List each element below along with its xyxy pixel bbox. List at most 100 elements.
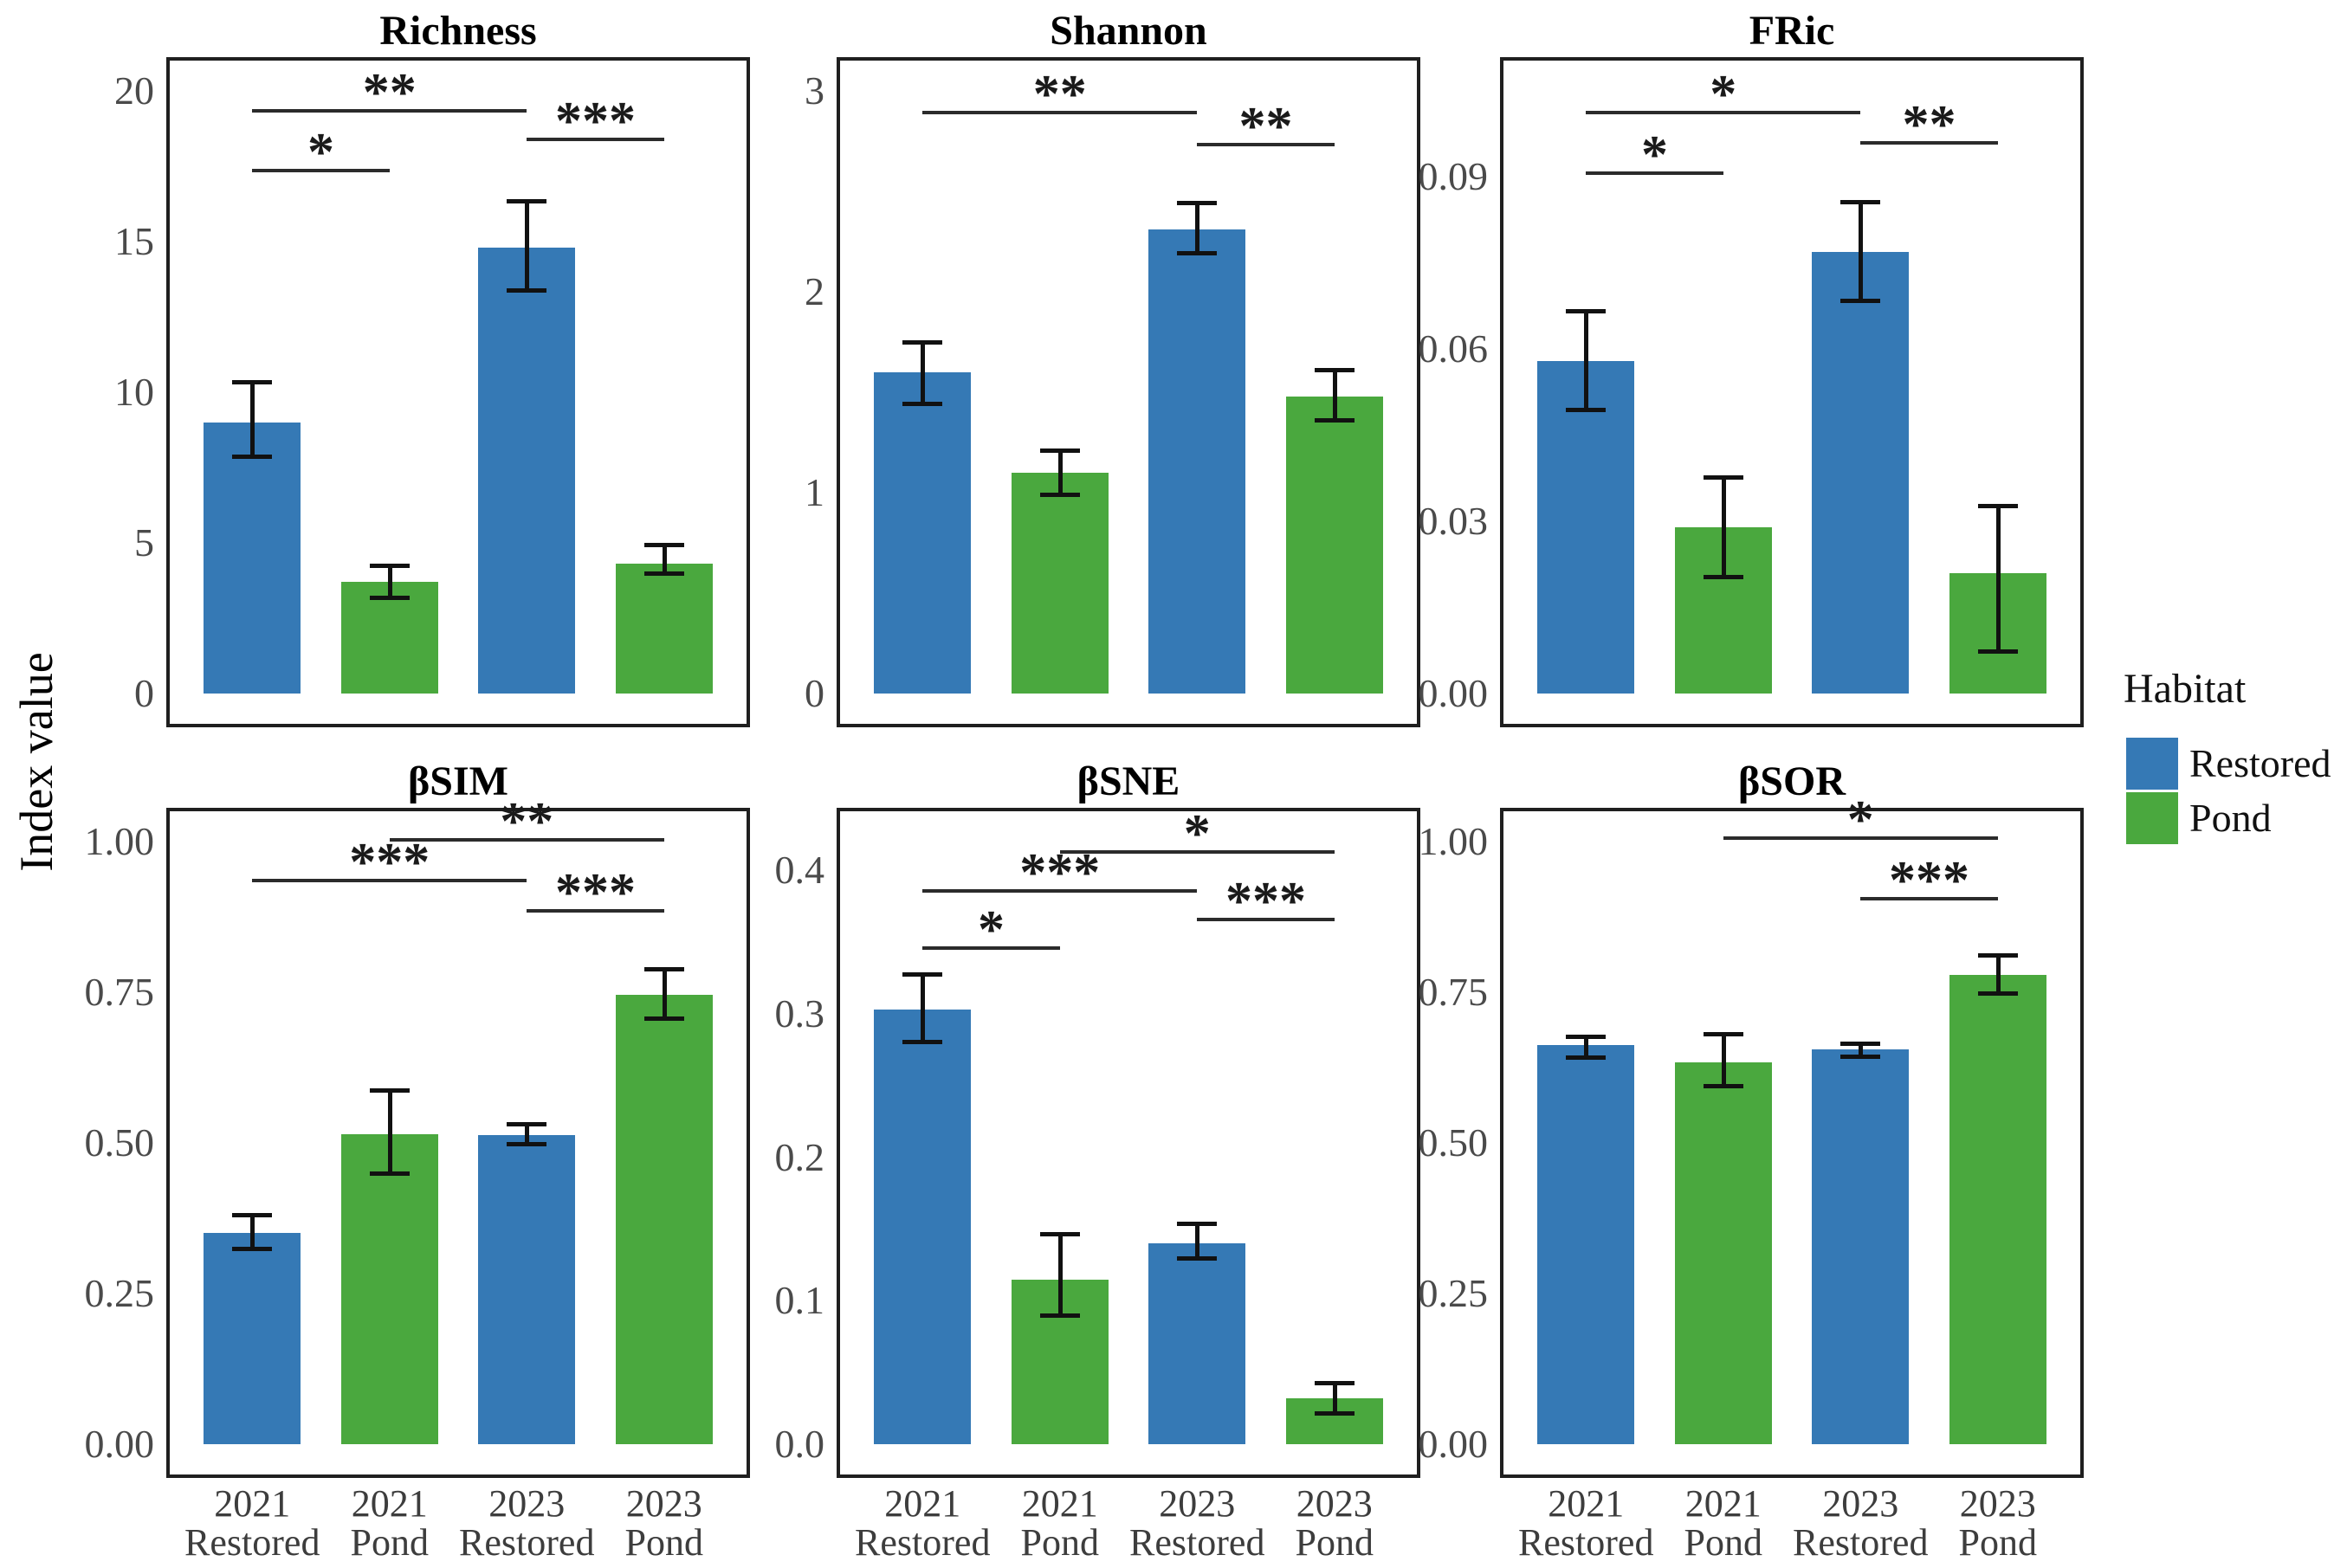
sig-bracket-line (252, 108, 527, 113)
x-axis-label: 2021 Restored (855, 1482, 991, 1564)
error-cap-top (507, 199, 547, 204)
bar-2023-restored (1148, 229, 1246, 694)
sig-label: ** (1902, 95, 1956, 155)
x-axis-label: 2023 Restored (1793, 1482, 1929, 1564)
error-bar (250, 1212, 255, 1251)
sig-label: ** (500, 792, 554, 852)
y-tick-label: 0.2 (774, 1134, 825, 1179)
bar-2023-restored (1148, 1243, 1246, 1445)
sig-label: * (977, 900, 1005, 959)
sig-bracket-line (1860, 141, 1998, 145)
panel-title-betasor: βSOR (1738, 758, 1846, 804)
sig-bracket-line (252, 169, 390, 173)
sig-bracket-line (1059, 849, 1335, 854)
error-cap-bottom (1703, 1084, 1743, 1089)
sig-bracket-line (527, 137, 664, 141)
error-cap-top (902, 971, 943, 977)
error-cap-top (902, 339, 943, 345)
error-bar (1332, 368, 1337, 423)
error-cap-top (1840, 1042, 1881, 1046)
sig-bracket-line (1197, 917, 1335, 921)
error-cap-bottom (232, 1246, 273, 1251)
y-tick-label: 3 (805, 68, 824, 113)
error-cap-top (1840, 199, 1881, 204)
error-bar (1859, 1042, 1864, 1060)
sig-label: * (1846, 790, 1874, 850)
bar-2021-pond (1674, 1062, 1772, 1445)
error-cap-bottom (1314, 1411, 1355, 1416)
y-tick-label: 1 (805, 470, 824, 515)
bar-2023-pond (615, 994, 713, 1445)
y-tick-label: 0.75 (84, 969, 155, 1014)
error-cap-top (369, 564, 410, 569)
error-cap-top (1566, 308, 1607, 313)
y-tick-label: 0.1 (774, 1278, 825, 1323)
x-axis-label: 2023 Pond (624, 1482, 703, 1564)
error-cap-bottom (1840, 299, 1881, 304)
y-tick-label: 0 (134, 671, 154, 716)
y-tick-label: 0.09 (1418, 154, 1489, 199)
error-cap-bottom (1703, 574, 1743, 579)
y-tick-label: 0.25 (84, 1271, 155, 1316)
x-axis-label: 2021 Restored (184, 1482, 320, 1564)
error-cap-bottom (902, 1039, 943, 1044)
error-bar (1721, 1031, 1726, 1089)
sig-bracket-line (1723, 836, 1998, 841)
y-tick-label: 15 (114, 218, 154, 263)
error-cap-top (1703, 1031, 1743, 1036)
sig-label: * (1640, 125, 1668, 184)
error-bar (525, 1121, 530, 1147)
sig-label: ** (1238, 97, 1293, 157)
bar-2023-restored (478, 247, 576, 694)
error-bar (921, 339, 926, 407)
legend-label-pond: Pond (2189, 796, 2272, 840)
bar-2023-pond (615, 564, 713, 694)
panel-title-fric: FRic (1749, 8, 1835, 54)
error-bar (1057, 1231, 1063, 1319)
error-cap-bottom (1977, 648, 2018, 654)
y-tick-label: 2 (805, 268, 824, 313)
error-cap-bottom (369, 596, 410, 601)
error-cap-bottom (902, 402, 943, 407)
y-tick-label: 0.25 (1418, 1271, 1489, 1316)
sig-bracket-line (922, 945, 1060, 950)
sig-label: * (1183, 803, 1211, 863)
y-tick-label: 20 (114, 68, 154, 113)
error-cap-bottom (643, 1016, 684, 1022)
error-cap-bottom (1039, 492, 1080, 497)
sig-label: *** (555, 91, 636, 151)
y-tick-label: 0.3 (774, 990, 825, 1036)
error-cap-bottom (1177, 1255, 1218, 1261)
error-bar (1584, 1034, 1589, 1060)
panel-title-betasne: βSNE (1077, 758, 1180, 804)
sig-label: * (307, 123, 334, 183)
x-axis-label: 2023 Restored (459, 1482, 595, 1564)
sig-bracket-line (527, 908, 664, 913)
error-bar (662, 966, 667, 1022)
error-cap-top (1703, 475, 1743, 481)
bar-2023-pond (1949, 974, 2046, 1445)
y-tick-label: 10 (114, 370, 154, 414)
bar-2021-pond (340, 582, 438, 694)
error-cap-top (1039, 448, 1080, 453)
error-cap-top (507, 1121, 547, 1126)
sig-bracket-line (1586, 171, 1723, 175)
error-cap-top (1977, 953, 2018, 958)
x-axis-label: 2021 Restored (1518, 1482, 1654, 1564)
sig-label: * (1710, 65, 1737, 125)
error-bar (525, 199, 530, 294)
error-cap-top (1566, 1034, 1607, 1039)
error-bar (662, 543, 667, 577)
x-axis-label: 2021 Pond (1684, 1482, 1762, 1564)
error-cap-top (1977, 504, 2018, 509)
error-cap-bottom (232, 454, 273, 459)
sig-label: *** (1889, 850, 1969, 910)
error-cap-bottom (643, 571, 684, 577)
error-bar (1721, 475, 1726, 579)
bar-2023-restored (1812, 1049, 1910, 1445)
bar-2021-restored (1537, 360, 1635, 694)
bar-2021-restored (204, 1232, 301, 1445)
sig-bracket-line (1586, 111, 1861, 115)
error-cap-top (1039, 1231, 1080, 1236)
error-bar (1332, 1381, 1337, 1416)
